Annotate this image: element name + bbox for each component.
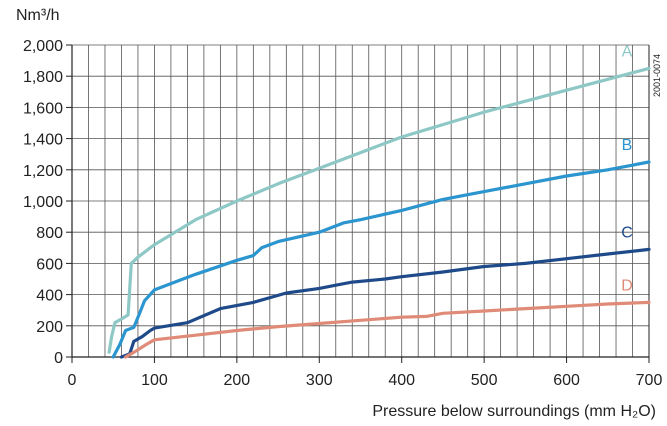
series-label-c: C [621, 224, 633, 241]
series-line-a [107, 66, 651, 354]
series-line-c [119, 247, 651, 359]
x-tick-label: 200 [224, 372, 251, 389]
y-tick-label: 200 [36, 319, 63, 336]
series-line-b [111, 160, 651, 359]
y-tick-label: 400 [36, 288, 63, 305]
y-tick-label: 2,000 [23, 38, 63, 55]
y-tick-label: 1,000 [23, 194, 63, 211]
y-tick-label: 800 [36, 225, 63, 242]
y-tick-label: 1,400 [23, 132, 63, 149]
x-tick-label: 300 [306, 372, 333, 389]
series-label-d: D [621, 277, 633, 294]
x-tick-label: 600 [553, 372, 580, 389]
figure-reference: 2001-0074 [652, 54, 662, 97]
x-tick-label: 700 [636, 372, 663, 389]
series-label-a: A [622, 43, 633, 60]
x-tick-label: 0 [68, 372, 77, 389]
y-axis-title: Nm³/h [16, 7, 60, 24]
series-lines [107, 66, 651, 359]
grid [72, 44, 649, 357]
series-label-b: B [622, 137, 633, 154]
y-tick-label: 1,800 [23, 69, 63, 86]
x-tick-label: 500 [471, 372, 498, 389]
x-tick-label: 100 [141, 372, 168, 389]
series-line-d [124, 300, 651, 359]
y-tick-label: 0 [54, 350, 63, 367]
x-tick-label: 400 [388, 372, 415, 389]
y-tick-label: 1,600 [23, 100, 63, 117]
axes [66, 44, 650, 363]
tick-labels: 0 200 400 600 800 1,000 1,200 1,400 1,600 1,800 2,… [23, 38, 662, 389]
x-axis-title: Pressure below surroundings (mm H₂O) [372, 403, 656, 420]
y-tick-label: 1,200 [23, 163, 63, 180]
y-tick-label: 600 [36, 256, 63, 273]
